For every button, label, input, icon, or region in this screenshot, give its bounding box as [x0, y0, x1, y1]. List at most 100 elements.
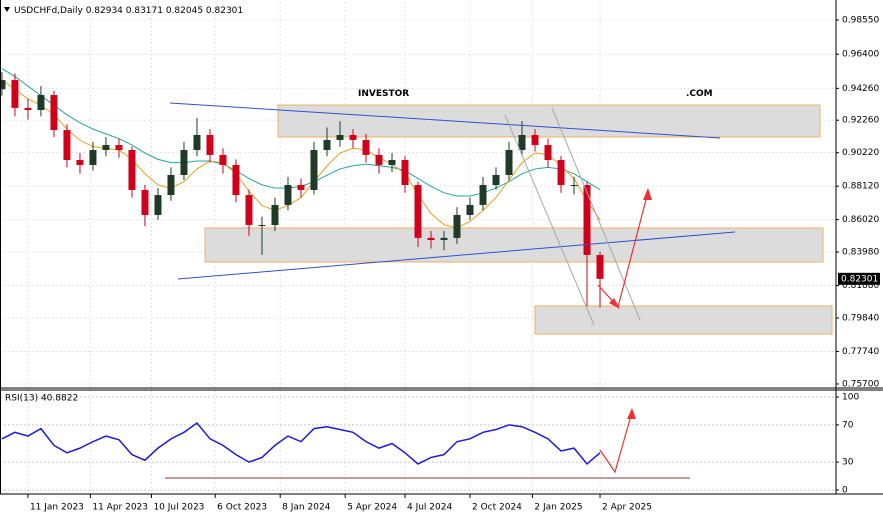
candle-body — [596, 254, 604, 279]
trendline — [177, 231, 736, 280]
candle-body — [258, 225, 266, 227]
resistance-zone — [277, 104, 821, 138]
y-tick-label: 30 — [842, 458, 854, 468]
rsi-forecast-arrow — [599, 411, 633, 474]
candle-body — [128, 149, 136, 190]
frame — [0, 0, 883, 495]
candle-body — [206, 135, 214, 155]
rsi-title: RSI(13) 40.8822 — [5, 394, 78, 404]
y-tick-label: 100 — [842, 392, 859, 402]
x-tick-label: 2 Oct 2024 — [472, 503, 522, 513]
candle-body — [141, 189, 149, 215]
candle-body — [479, 185, 487, 205]
y-tick-label: 0.75700 — [842, 379, 879, 389]
plot-layer — [0, 68, 604, 466]
candle-body — [570, 185, 578, 187]
y-tick-label: 0.79840 — [842, 314, 879, 324]
candle-body — [349, 135, 357, 140]
candle-body — [544, 145, 552, 161]
drawings — [165, 102, 736, 479]
candle-body — [193, 135, 201, 150]
y-tick-label: 70 — [842, 420, 854, 430]
y-tick-label: 0.88120 — [842, 182, 879, 192]
y-tick-label: 0.92260 — [842, 116, 879, 126]
candle-body — [24, 107, 32, 110]
target-zone — [534, 305, 833, 335]
arrow-head — [643, 188, 652, 200]
candle-body — [271, 204, 279, 226]
logo-bel: BEL — [232, 89, 251, 99]
y-tick-label: 0.81880 — [842, 281, 879, 291]
x-tick-label: 6 Oct 2023 — [217, 503, 267, 513]
logo-investor: INVESTOR — [358, 89, 409, 99]
candle-body — [323, 139, 331, 150]
candle-body — [557, 160, 565, 186]
x-tick-label: 8 Jan 2024 — [282, 503, 330, 513]
candle-body — [50, 95, 58, 131]
candle-body — [115, 145, 123, 150]
candle-body — [440, 237, 448, 240]
candle-body — [89, 149, 97, 165]
candle-body — [583, 185, 591, 255]
candle-body — [518, 135, 526, 150]
x-tick-label: 4 Jul 2024 — [407, 503, 452, 513]
rsi-line — [1, 422, 601, 466]
candle-body — [466, 204, 474, 215]
candle-body — [63, 130, 71, 161]
candle-body — [453, 214, 461, 238]
x-tick-label: 2 Apr 2025 — [602, 503, 652, 513]
candle-body — [401, 160, 409, 186]
candle-body — [167, 174, 175, 196]
trendline — [169, 102, 721, 139]
candle-body — [219, 154, 227, 165]
x-tick-label: 11 Jan 2023 — [30, 503, 84, 513]
candle-body — [427, 237, 435, 240]
y-tick-label: 0.83980 — [842, 248, 879, 258]
channel-line — [551, 107, 641, 321]
candle-body — [414, 185, 422, 238]
candle-body — [505, 149, 513, 175]
candle-body — [284, 185, 292, 205]
zones — [204, 104, 833, 335]
x-tick-label: 5 Apr 2024 — [347, 503, 397, 513]
candle-body — [245, 195, 253, 226]
menu-icon[interactable] — [4, 7, 10, 12]
candle-body — [232, 164, 240, 196]
y-tick-label: 0.77740 — [842, 347, 879, 357]
logo-com: .COM — [686, 89, 713, 99]
y-tick-label: 0 — [842, 486, 848, 496]
watermark: BEL INVESTOR .COM — [231, 88, 713, 100]
candle-body — [154, 195, 162, 215]
candle-body — [76, 160, 84, 165]
candle-body — [11, 80, 19, 108]
price-tag — [838, 272, 880, 285]
candle-body — [102, 145, 110, 150]
y-tick-label: 0.96400 — [842, 50, 879, 60]
arrow-head — [627, 408, 636, 419]
candle-body — [531, 135, 539, 146]
candle-body — [37, 95, 45, 110]
candle-body — [336, 135, 344, 140]
symbol-info: USDCHFd,Daily 0.82934 0.83171 0.82045 0.… — [14, 6, 243, 16]
ohlc: 0.82934 0.83171 0.82045 0.82301 — [86, 6, 243, 16]
symbol: USDCHFd,Daily — [14, 6, 83, 16]
y-tick-label: 0.98550 — [842, 15, 879, 25]
candle-body — [310, 149, 318, 190]
y-tick-label: 0.90220 — [842, 148, 879, 158]
x-tick-label: 2 Jan 2025 — [534, 503, 582, 513]
arrow-head — [609, 298, 620, 309]
price-tag-label: 0.82301 — [841, 274, 878, 284]
candle-body — [297, 185, 305, 190]
candle-body — [180, 149, 188, 175]
candle-body — [362, 139, 370, 155]
candle-body — [0, 80, 6, 90]
x-tick-label: 11 Apr 2023 — [92, 503, 148, 513]
candle-body — [388, 160, 396, 165]
y-tick-label: 0.86020 — [842, 215, 879, 225]
candle-body — [492, 174, 500, 186]
y-tick-label: 0.94260 — [842, 84, 879, 94]
x-tick-label: 10 Jul 2023 — [153, 503, 204, 513]
candle-body — [375, 154, 383, 165]
channel-line — [504, 114, 595, 326]
